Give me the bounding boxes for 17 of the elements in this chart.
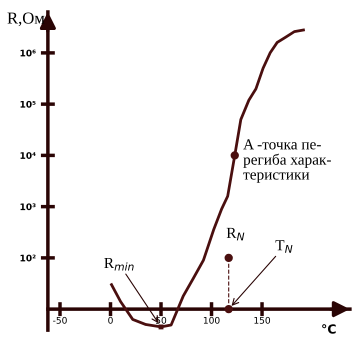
y-tick-label: 10⁶ bbox=[20, 50, 36, 56]
x-tick-label: -50 bbox=[53, 316, 67, 324]
y-axis-title: R,Ом bbox=[7, 12, 44, 26]
annotation: A -точка пе- региба харак- теристики bbox=[243, 139, 331, 183]
annotation: R$_{N}$ bbox=[226, 228, 244, 240]
y-tick-label: 10² bbox=[20, 254, 36, 262]
point bbox=[224, 304, 233, 314]
x-tick-label: 150 bbox=[254, 316, 270, 324]
annotation: R$_{min}$ bbox=[104, 258, 134, 271]
y-tick-label: 10⁵ bbox=[20, 100, 36, 108]
point bbox=[224, 254, 233, 262]
y-tick-label: 10⁴ bbox=[20, 152, 36, 159]
x-axis-title: °C bbox=[322, 324, 336, 334]
annotation: T$_{N}$ bbox=[276, 240, 292, 253]
y-tick-label: 10³ bbox=[20, 203, 36, 210]
x-tick-label: 0 bbox=[108, 316, 113, 324]
x-tick-label: 100 bbox=[204, 316, 220, 324]
